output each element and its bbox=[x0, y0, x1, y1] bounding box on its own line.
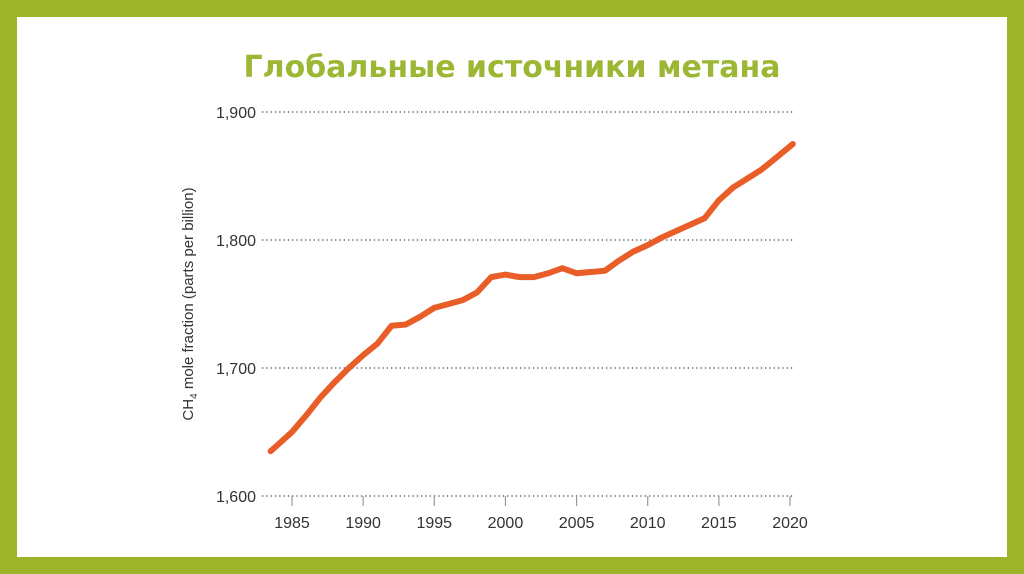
y-tick-label: 1,600 bbox=[216, 489, 256, 506]
y-tick-label: 1,900 bbox=[216, 105, 256, 122]
x-tick-label: 2010 bbox=[630, 515, 666, 532]
chart-title: Глобальные источники метана bbox=[243, 50, 781, 85]
x-tick-label: 1995 bbox=[416, 515, 452, 532]
x-tick-label: 2015 bbox=[701, 515, 737, 532]
y-tick-label: 1,700 bbox=[216, 361, 256, 378]
slide bbox=[17, 17, 1007, 557]
x-tick-label: 2020 bbox=[772, 515, 808, 532]
series-line bbox=[267, 141, 796, 455]
x-tick-label: 1990 bbox=[345, 515, 381, 532]
x-tick-label: 2000 bbox=[488, 515, 524, 532]
x-tick-label: 2005 bbox=[559, 515, 595, 532]
y-tick-label: 1,800 bbox=[216, 233, 256, 250]
y-axis-label: CH4 mole fraction (parts per billion) bbox=[180, 187, 200, 420]
x-tick-label: 1985 bbox=[274, 515, 310, 532]
